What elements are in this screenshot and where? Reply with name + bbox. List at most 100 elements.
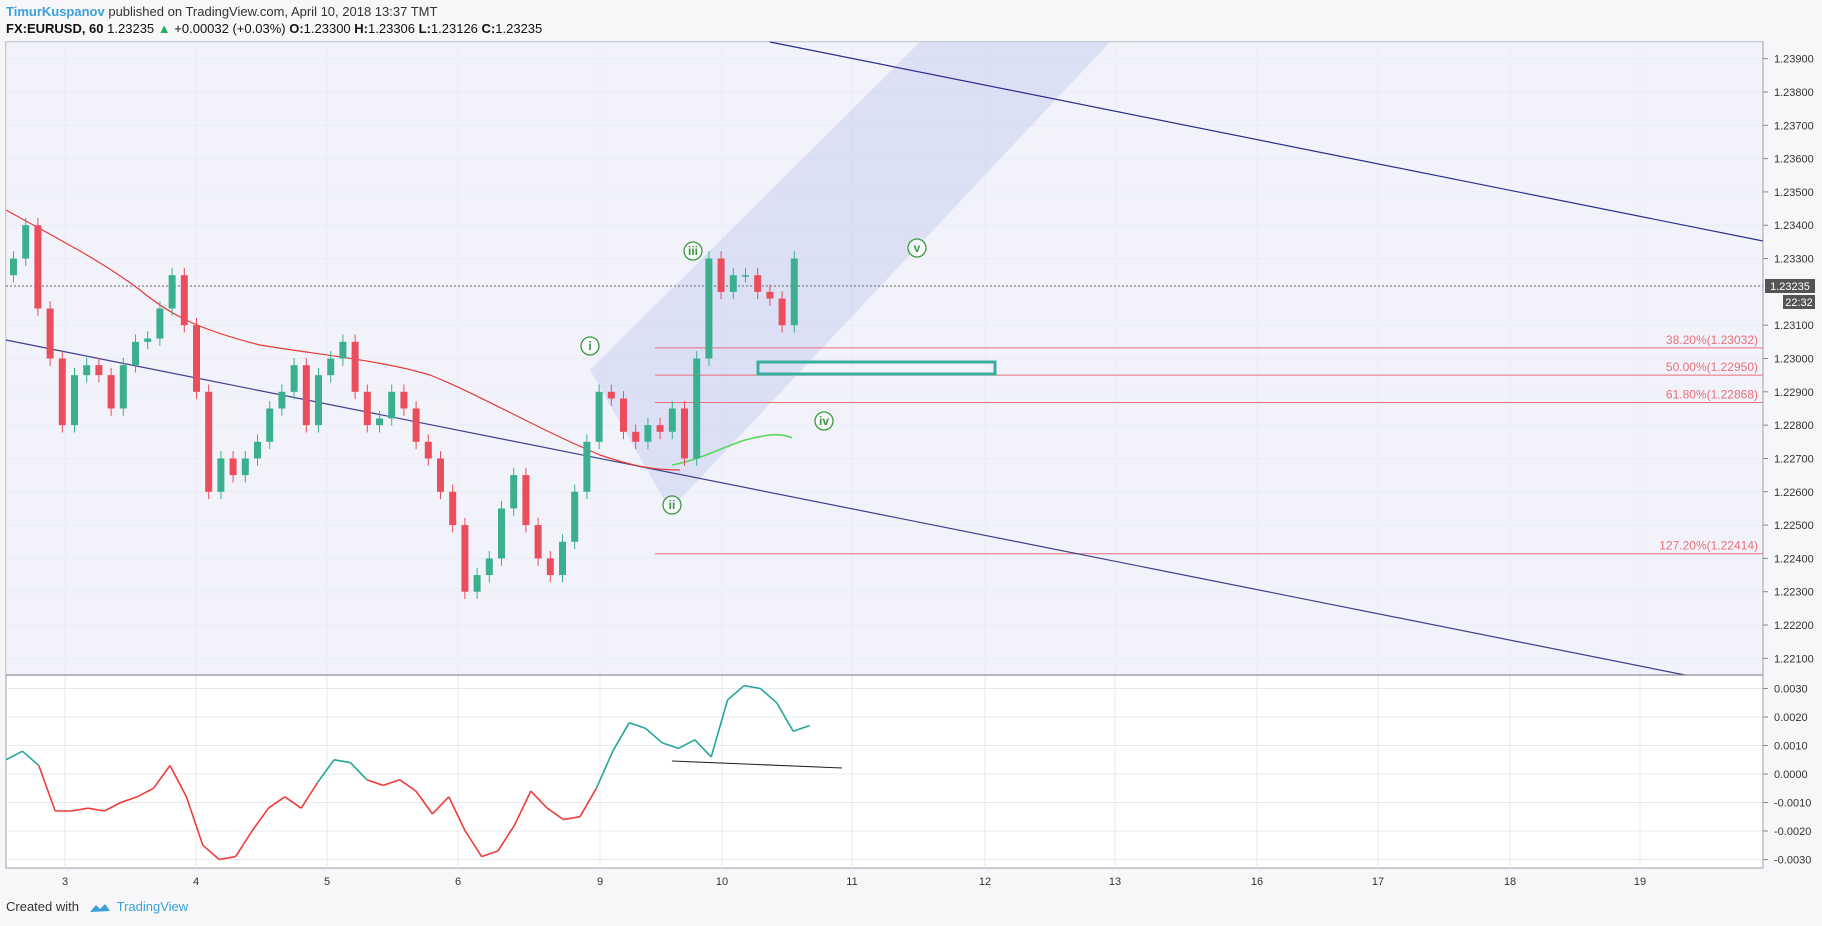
y-tick-label: 1.23100 [1774, 320, 1814, 332]
x-tick-label: 6 [455, 876, 461, 888]
candle-body [46, 308, 54, 359]
candle-body [83, 365, 91, 376]
divergence-line[interactable] [671, 760, 843, 769]
channel-fill [6, 42, 1763, 675]
candle-body [778, 298, 786, 326]
candle-body [388, 391, 396, 419]
wave-marker[interactable] [814, 411, 834, 431]
candle-body [400, 391, 408, 409]
x-tick-label: 11 [846, 876, 857, 888]
tradingview-logo-icon [89, 903, 110, 912]
osc-tick-label: -0.0030 [1774, 854, 1811, 866]
candle-body [583, 441, 591, 492]
osc-tick-label: -0.0020 [1774, 826, 1811, 838]
fib-label: 61.80%(1.22868) [1666, 387, 1758, 401]
channel-lower-line[interactable] [5, 339, 1686, 676]
footer: Created with TradingView [6, 899, 188, 914]
candle-body [10, 258, 17, 276]
candle-body [510, 475, 518, 509]
candle-body [693, 358, 701, 459]
osc-tick-label: 0.0030 [1774, 684, 1808, 696]
candle-body [632, 431, 640, 442]
y-tick-label: 1.22300 [1774, 587, 1814, 599]
wave-marker[interactable] [683, 241, 703, 261]
candle-body [522, 475, 530, 526]
y-tick-label: 1.23900 [1774, 54, 1814, 66]
y-tick-label: 1.22100 [1774, 653, 1814, 665]
wave-label-ii: ii [669, 498, 676, 512]
osc-tick-label: -0.0010 [1774, 797, 1811, 809]
open-label: O: [289, 21, 304, 36]
candle-body [107, 375, 115, 409]
x-tick-label: 13 [1109, 876, 1121, 888]
candle-body [193, 325, 200, 392]
candle-body [58, 358, 66, 426]
osc-tick-label: 0.0010 [1774, 741, 1808, 753]
open-value: 1.23300 [303, 21, 351, 36]
candle-body [34, 225, 42, 309]
candle-body [180, 275, 188, 326]
oscillator-line-positive [5, 684, 810, 789]
last-price: 1.23235 [107, 21, 155, 36]
y-tick-label: 1.23800 [1774, 87, 1814, 99]
osc-tick-label: 0.0020 [1774, 712, 1808, 724]
up-arrow-icon: ▲ [157, 21, 171, 36]
moving-average-green-segment [671, 433, 793, 466]
wave-label-v: v [914, 241, 921, 255]
x-tick-label: 4 [193, 876, 199, 888]
wave-marker[interactable] [662, 495, 682, 515]
candle-body [742, 275, 749, 277]
y-tick-label: 1.22500 [1774, 520, 1814, 532]
y-tick-label: 1.23700 [1774, 120, 1814, 132]
close-label: C: [481, 21, 496, 36]
created-with-text: Created with [6, 899, 79, 914]
y-tick-label: 1.22400 [1774, 553, 1814, 565]
channel-upper-line[interactable] [769, 41, 1764, 242]
y-tick-label: 1.23600 [1774, 154, 1814, 166]
price-axis[interactable]: 1.23900 1.23800 1.23700 1.23600 1.23500 1.234… [1763, 54, 1814, 666]
candle-body [449, 491, 457, 526]
candle-body [217, 458, 225, 492]
candle-body [254, 441, 261, 459]
candle-body [241, 458, 249, 476]
tradingview-brand[interactable]: TradingView [116, 899, 189, 914]
author-name[interactable]: TimurKuspanov [6, 4, 105, 19]
target-zone-box[interactable] [756, 360, 997, 376]
candle-body [132, 341, 139, 366]
price-change: +0.00032 (+0.03%) [174, 21, 286, 36]
candle-body [351, 341, 359, 392]
candle-body [144, 338, 152, 342]
y-tick-label: 1.22900 [1774, 387, 1814, 399]
candle-body [339, 341, 347, 359]
candle-body [22, 225, 30, 259]
candle-body [363, 391, 371, 426]
candle-body [534, 525, 542, 559]
countdown-text: 22:32 [1785, 297, 1813, 309]
oscillator-axis[interactable]: 0.0030 0.0020 0.0010 0.0000 -0.0010 -0.0020 -0… [1763, 684, 1811, 867]
candle-body [656, 425, 664, 432]
y-tick-label: 1.22700 [1774, 453, 1814, 465]
candle-body [412, 408, 420, 442]
x-tick-label: 19 [1634, 876, 1646, 888]
wave-marker[interactable] [907, 238, 927, 258]
candles [10, 217, 798, 600]
x-tick-label: 5 [324, 876, 330, 888]
candle-body [278, 391, 286, 409]
wave-label-iv: iv [819, 414, 829, 428]
candle-body [485, 558, 493, 576]
candle-body [571, 491, 579, 542]
candle-body [229, 458, 237, 476]
candle-body [681, 408, 688, 459]
symbol-info: FX:EURUSD, 60 1.23235 ▲ +0.00032 (+0.03%… [6, 21, 542, 36]
oscillator-grid [6, 688, 1763, 860]
time-axis[interactable]: 3 4 5 6 9 10 11 12 13 16 17 18 19 [62, 876, 1646, 888]
fib-label: 127.20%(1.22414) [1659, 539, 1758, 553]
candle-body [705, 258, 713, 359]
candle-body [498, 508, 505, 559]
candle-body [315, 375, 322, 426]
x-tick-label: 18 [1504, 876, 1516, 888]
candle-body [302, 365, 310, 426]
wave-marker[interactable] [580, 336, 600, 356]
